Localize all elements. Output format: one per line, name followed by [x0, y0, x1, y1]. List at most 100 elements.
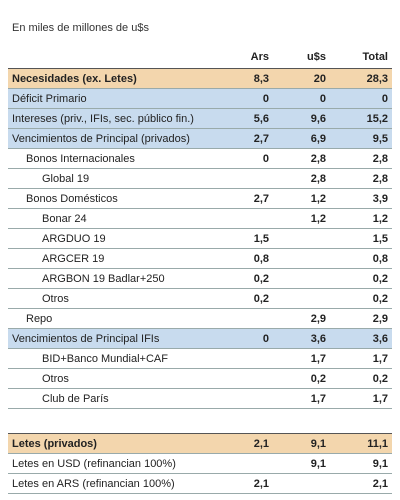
value-cell: 0,8: [223, 248, 273, 269]
table-row: Bonos Internacionales 0 2,8 2,8: [8, 148, 392, 169]
value-cell: 1,5: [223, 228, 273, 249]
value-cell: 1,2: [273, 208, 330, 229]
value-cell: [223, 453, 273, 474]
value-cell: 2,8: [330, 148, 392, 169]
value-cell: 2,8: [273, 168, 330, 189]
value-cell: [273, 248, 330, 269]
value-cell: 2,1: [223, 473, 273, 494]
value-cell: 3,9: [330, 188, 392, 209]
table-row: Letes (privados) 2,1 9,1 11,1: [8, 433, 392, 454]
table-row: Bonos Domésticos 2,7 1,2 3,9: [8, 188, 392, 209]
value-cell: 1,7: [330, 388, 392, 409]
header-cell: u$s: [273, 46, 330, 69]
table-row: Bonar 24 1,2 1,2: [8, 208, 392, 229]
header-row: Ars u$s Total: [8, 46, 392, 69]
value-cell: 2,9: [273, 308, 330, 329]
label-cell: Repo: [8, 308, 223, 329]
value-cell: 0: [223, 148, 273, 169]
value-cell: 1,7: [273, 388, 330, 409]
value-cell: 0: [223, 88, 273, 109]
value-cell: 15,2: [330, 108, 392, 129]
value-cell: 28,3: [330, 68, 392, 89]
label-cell: Otros: [8, 368, 223, 389]
value-cell: 8,3: [223, 68, 273, 89]
value-cell: [273, 228, 330, 249]
value-cell: [223, 308, 273, 329]
label-cell: Letes en ARS (refinancian 100%): [8, 473, 223, 494]
value-cell: 5,6: [223, 108, 273, 129]
value-cell: 0: [330, 88, 392, 109]
value-cell: [223, 388, 273, 409]
value-cell: 0,2: [330, 368, 392, 389]
label-cell: Global 19: [8, 168, 223, 189]
value-cell: 1,2: [330, 208, 392, 229]
value-cell: [223, 208, 273, 229]
table-row: Otros 0,2 0,2: [8, 368, 392, 389]
table-row: Repo 2,9 2,9: [8, 308, 392, 329]
value-cell: 2,8: [273, 148, 330, 169]
value-cell: 0: [223, 328, 273, 349]
value-cell: 0,2: [223, 288, 273, 309]
table-row: ARGBON 19 Badlar+250 0,2 0,2: [8, 268, 392, 289]
spacer-cell: [8, 408, 223, 434]
value-cell: 2,7: [223, 128, 273, 149]
value-cell: 2,1: [223, 433, 273, 454]
label-cell: Bonar 24: [8, 208, 223, 229]
value-cell: 9,1: [273, 433, 330, 454]
label-cell: BID+Banco Mundial+CAF: [8, 348, 223, 369]
value-cell: 1,5: [330, 228, 392, 249]
value-cell: 9,1: [330, 453, 392, 474]
label-cell: ARGBON 19 Badlar+250: [8, 268, 223, 289]
table-row: Club de París 1,7 1,7: [8, 388, 392, 409]
value-cell: 1,7: [330, 348, 392, 369]
value-cell: 11,1: [330, 433, 392, 454]
data-table: Ars u$s Total Necesidades (ex. Letes) 8,3…: [8, 46, 392, 494]
label-cell: Vencimientos de Principal IFIs: [8, 328, 223, 349]
spacer-cell: [273, 408, 330, 434]
value-cell: 0,2: [223, 268, 273, 289]
value-cell: 1,7: [273, 348, 330, 369]
table-row: Necesidades (ex. Letes) 8,3 20 28,3: [8, 68, 392, 89]
table-row: ARGCER 19 0,8 0,8: [8, 248, 392, 269]
value-cell: 3,6: [273, 328, 330, 349]
label-cell: Club de París: [8, 388, 223, 409]
value-cell: 2,7: [223, 188, 273, 209]
table-row: Vencimientos de Principal IFIs 0 3,6 3,6: [8, 328, 392, 349]
spacer-cell: [223, 408, 273, 434]
table-row: Letes en ARS (refinancian 100%) 2,1 2,1: [8, 473, 392, 494]
table-row: ARGDUO 19 1,5 1,5: [8, 228, 392, 249]
value-cell: 9,6: [273, 108, 330, 129]
value-cell: 3,6: [330, 328, 392, 349]
value-cell: 6,9: [273, 128, 330, 149]
spacer-cell: [330, 408, 392, 434]
value-cell: 0: [273, 88, 330, 109]
table-row: Letes en USD (refinancian 100%) 9,1 9,1: [8, 453, 392, 474]
value-cell: 9,1: [273, 453, 330, 474]
value-cell: 20: [273, 68, 330, 89]
label-cell: Otros: [8, 288, 223, 309]
value-cell: 2,8: [330, 168, 392, 189]
value-cell: [273, 473, 330, 494]
header-cell: Total: [330, 46, 392, 69]
label-cell: Déficit Primario: [8, 88, 223, 109]
value-cell: 1,2: [273, 188, 330, 209]
label-cell: ARGCER 19: [8, 248, 223, 269]
value-cell: 0,8: [330, 248, 392, 269]
table-row: Otros 0,2 0,2: [8, 288, 392, 309]
header-cell: Ars: [223, 46, 273, 69]
value-cell: [273, 288, 330, 309]
label-cell: Necesidades (ex. Letes): [8, 68, 223, 89]
table-row: Vencimientos de Principal (privados) 2,7 6…: [8, 128, 392, 149]
label-cell: Vencimientos de Principal (privados): [8, 128, 223, 149]
spacer-row: [8, 408, 392, 434]
value-cell: 0,2: [330, 268, 392, 289]
value-cell: [223, 368, 273, 389]
label-cell: Letes (privados): [8, 433, 223, 454]
value-cell: 9,5: [330, 128, 392, 149]
label-cell: Intereses (priv., IFIs, sec. público fin…: [8, 108, 223, 129]
value-cell: [273, 268, 330, 289]
label-cell: Bonos Domésticos: [8, 188, 223, 209]
table-row: BID+Banco Mundial+CAF 1,7 1,7: [8, 348, 392, 369]
table-row: Global 19 2,8 2,8: [8, 168, 392, 189]
